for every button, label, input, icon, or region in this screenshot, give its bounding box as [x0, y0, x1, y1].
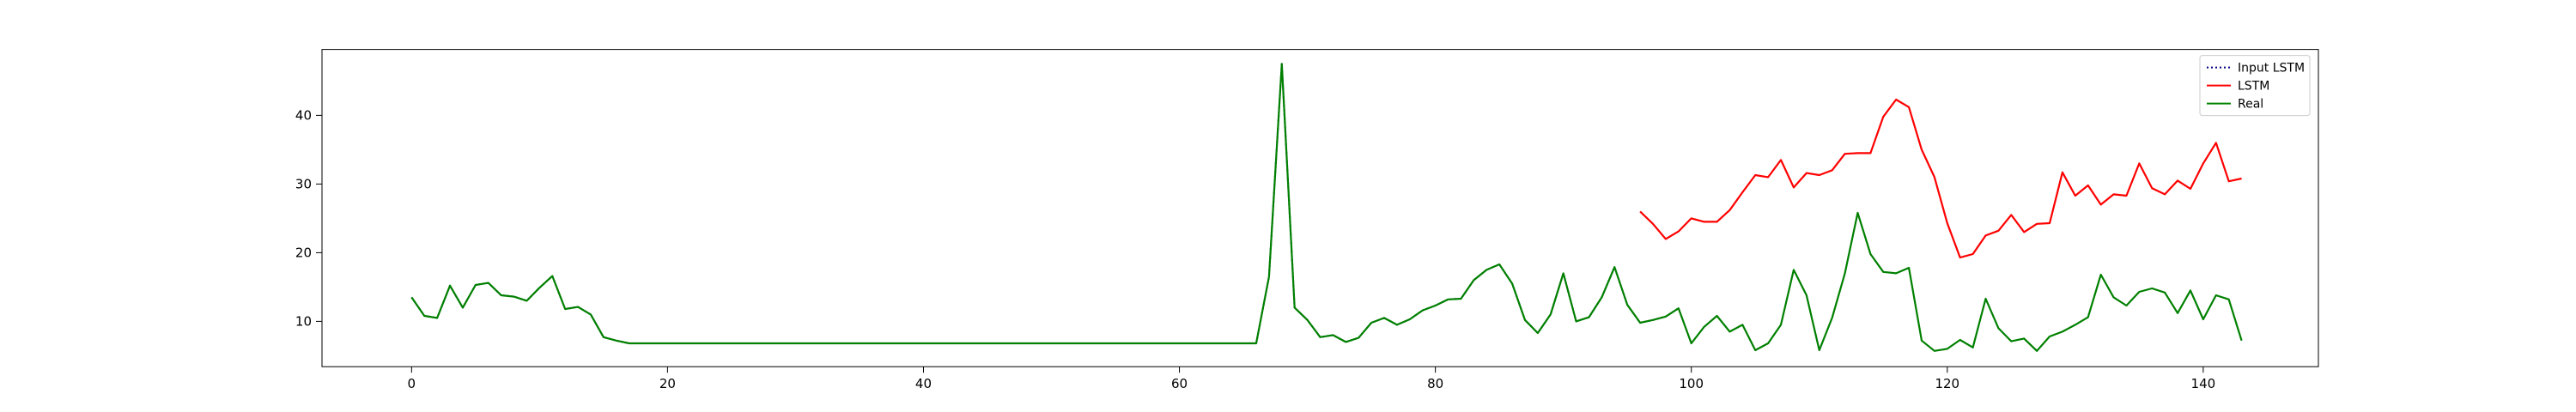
- plot-lines: [410, 63, 2243, 352]
- x-tick-label: 100: [1679, 376, 1704, 391]
- x-tick-label: 120: [1935, 376, 1959, 391]
- y-tick-label: 30: [295, 176, 312, 191]
- legend-label-input-lstm: Input LSTM: [2238, 62, 2305, 76]
- y-tick-label: 10: [295, 313, 312, 329]
- y-axis: 10 20 30 40: [295, 107, 322, 329]
- legend-box: [2199, 55, 2311, 117]
- legend-label-real: Real: [2238, 98, 2263, 112]
- x-tick-label: 0: [408, 376, 416, 391]
- series-line-input-lstm: [410, 63, 1680, 344]
- x-tick-label: 20: [659, 376, 676, 391]
- axes-frame: [321, 49, 2319, 367]
- series-line-real: [410, 63, 2243, 352]
- x-axis: 0 20 40 60 80 100 120 140: [408, 367, 2216, 391]
- y-tick-label: 40: [295, 107, 312, 123]
- y-tick-label: 20: [295, 245, 312, 260]
- legend: Input LSTM LSTM Real: [2199, 55, 2311, 117]
- series-line-lstm: [1639, 98, 2242, 259]
- x-tick-label: 40: [915, 376, 932, 391]
- x-tick-label: 80: [1427, 376, 1443, 391]
- x-tick-label: 60: [1171, 376, 1188, 391]
- x-tick-label: 140: [2191, 376, 2216, 391]
- legend-label-lstm: LSTM: [2238, 80, 2269, 94]
